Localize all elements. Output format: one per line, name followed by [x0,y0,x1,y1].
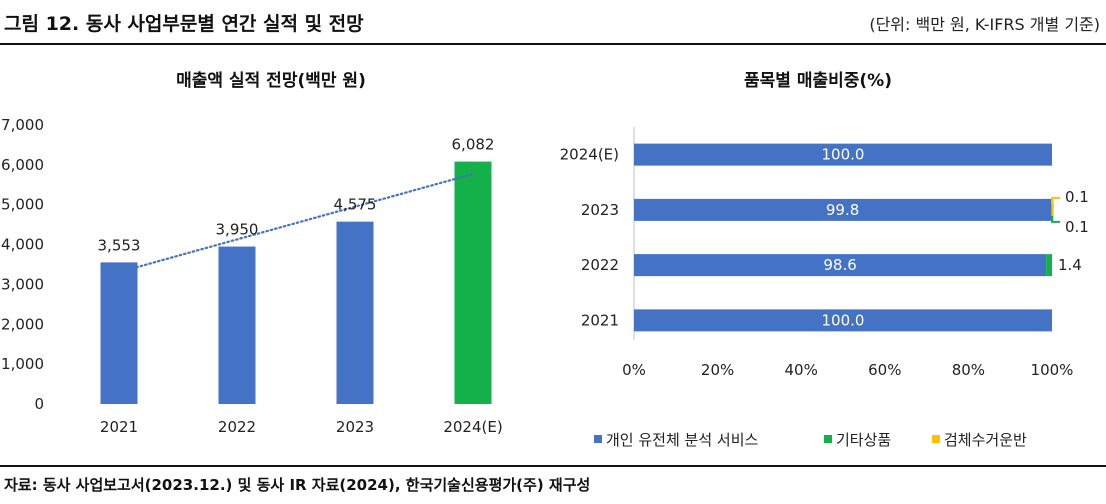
revenue-y-tick: 1,000 [1,355,44,373]
revenue-y-tick: 0 [34,395,44,413]
revenue-y-tick: 5,000 [1,196,44,214]
figure-header: 그림 12. 동사 사업부문별 연간 실적 및 전망 (단위: 백만 원, K-… [0,0,1106,44]
share-data-label: 98.6 [823,256,856,274]
share-x-tick: 0% [622,361,646,379]
revenue-data-label: 3,950 [216,221,259,239]
legend-label: 개인 유전체 분석 서비스 [606,431,759,449]
revenue-bar [454,161,492,404]
revenue-bar [218,246,256,404]
revenue-y-axis: 0 1,000 2,000 3,000 4,000 5,000 6,000 7,000 [1,116,44,413]
source-note: 자료: 동사 사업보고서(2023.12.) 및 동사 IR 자료(2024),… [4,476,591,494]
unit-note: (단위: 백만 원, K-IFRS 개별 기준) [869,15,1100,34]
revenue-data-label: 6,082 [452,136,495,154]
revenue-chart-title: 매출액 실적 전망(백만 원) [176,71,366,91]
revenue-bars [100,161,492,404]
share-bar-segment [634,254,1047,277]
revenue-y-tick: 3,000 [1,275,44,293]
share-data-label: 100.0 [822,146,865,164]
legend-swatch [932,435,940,443]
share-bar-segment [1046,254,1052,277]
share-legend: 개인 유전체 분석 서비스 기타상품 검체수거운반 [594,431,1027,449]
revenue-bar [100,262,138,404]
share-bar-segment [634,198,1052,221]
share-y-tick: 2021 [581,311,619,329]
revenue-value-labels: 3,553 3,950 4,575 6,082 [98,136,495,255]
share-x-tick: 20% [701,361,734,379]
share-x-tick: 60% [868,361,901,379]
footer-rule [0,465,1106,467]
share-data-label: 0.1 [1065,218,1089,236]
revenue-trend-line [117,172,475,274]
share-callout-line [1051,215,1060,223]
share-x-axis: 0% 20% 40% 60% 80% 100% [622,361,1073,379]
revenue-trendline [117,172,475,274]
share-x-tick: 80% [952,361,985,379]
revenue-x-axis: 2021 2022 2023 2024(E) [100,418,503,436]
share-x-tick: 40% [785,361,818,379]
revenue-x-tick: 2022 [218,418,256,436]
legend-swatch [824,435,832,443]
share-chart-title: 품목별 매출비중(%) [744,71,892,91]
header-rule [0,43,1106,45]
revenue-bar [336,221,374,404]
share-y-tick: 2024(E) [560,146,619,164]
share-bar-segment [634,143,1052,166]
revenue-data-label: 4,575 [334,196,377,214]
revenue-x-tick: 2021 [100,418,138,436]
share-data-label: 0.1 [1065,188,1089,206]
share-data-label: 1.4 [1058,256,1082,274]
share-y-tick: 2022 [581,256,619,274]
share-data-label: 100.0 [822,311,865,329]
revenue-data-label: 3,553 [98,236,141,254]
revenue-y-tick: 6,000 [1,156,44,174]
share-chart: 품목별 매출비중(%) 2024(E) 2023 2022 2021 100.0 99.… [560,71,1089,449]
share-y-tick: 2023 [581,201,619,219]
revenue-y-tick: 2,000 [1,315,44,333]
share-bar-segment [634,309,1052,332]
legend-label: 검체수거운반 [944,431,1027,449]
share-callout-line [1051,196,1060,204]
revenue-y-tick: 7,000 [1,116,44,134]
share-data-label: 99.8 [826,201,859,219]
share-y-axis: 2024(E) 2023 2022 2021 [560,146,619,330]
revenue-x-tick: 2023 [336,418,374,436]
share-x-tick: 100% [1031,361,1074,379]
legend-label: 기타상품 [836,431,891,449]
legend-swatch [594,435,602,443]
share-bars: 100.0 99.8 0.1 0.1 98.6 1.4 100.0 [634,143,1089,332]
revenue-chart: 매출액 실적 전망(백만 원) 0 1,000 2,000 3,000 4,000 5,0… [1,71,503,436]
share-bar-segment [1051,198,1054,221]
figure-title: 그림 12. 동사 사업부문별 연간 실적 및 전망 [4,13,364,35]
revenue-x-tick: 2024(E) [443,418,502,436]
revenue-y-tick: 4,000 [1,236,44,254]
